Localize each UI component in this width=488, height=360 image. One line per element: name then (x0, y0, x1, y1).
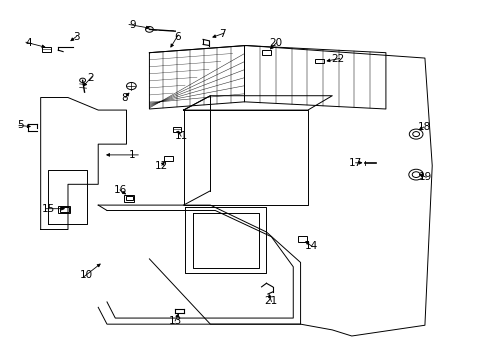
Bar (42, 46, 51, 51)
Text: 2: 2 (87, 73, 94, 83)
Text: 18: 18 (416, 122, 430, 132)
Text: 3: 3 (73, 32, 80, 41)
Text: 1: 1 (129, 150, 135, 160)
Text: 14: 14 (305, 241, 318, 251)
Text: 9: 9 (129, 20, 135, 30)
Bar (58, 206, 70, 213)
Text: 11: 11 (174, 131, 187, 141)
Text: 4: 4 (25, 38, 32, 48)
Text: 5: 5 (17, 121, 23, 130)
Text: 20: 20 (269, 38, 282, 48)
Text: 7: 7 (219, 29, 225, 39)
Text: 13: 13 (168, 316, 182, 325)
Bar (315, 59, 324, 63)
Text: 8: 8 (122, 93, 128, 103)
Bar (60, 207, 69, 212)
Text: 21: 21 (264, 296, 277, 306)
Bar (261, 50, 271, 55)
Bar (125, 197, 133, 200)
Bar (172, 127, 180, 132)
Bar (163, 156, 172, 161)
Text: 6: 6 (174, 32, 180, 41)
Text: 16: 16 (113, 185, 126, 195)
Text: 17: 17 (348, 158, 362, 168)
Text: 12: 12 (155, 161, 168, 171)
Text: 15: 15 (42, 204, 55, 214)
Text: 22: 22 (331, 54, 344, 64)
Bar (298, 236, 306, 242)
Bar (123, 195, 134, 202)
Text: 10: 10 (80, 270, 92, 280)
Text: 19: 19 (418, 172, 431, 182)
